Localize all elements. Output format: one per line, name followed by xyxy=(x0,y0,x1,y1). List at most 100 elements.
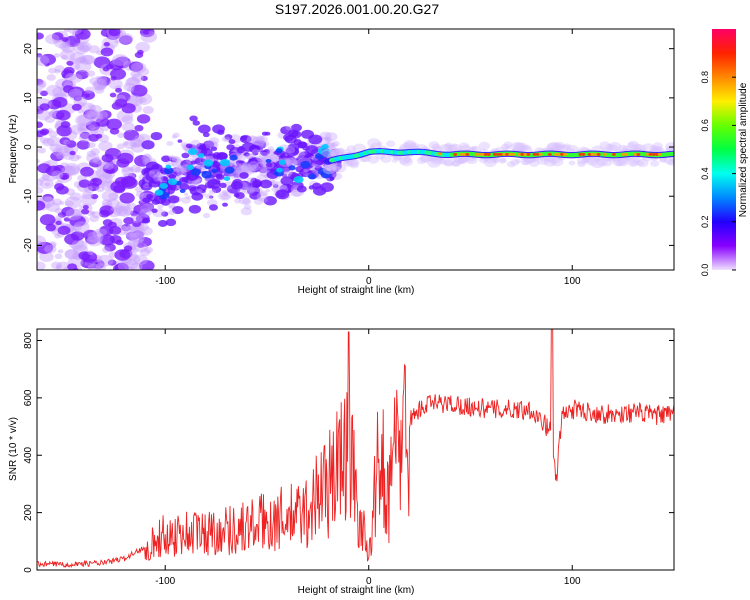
spectrogram-cell xyxy=(248,158,258,166)
spectrogram-cell xyxy=(547,141,562,152)
spectrogram-cell xyxy=(492,153,497,156)
spectrogram-cell xyxy=(87,263,101,270)
spectrogram-cell xyxy=(255,135,265,142)
spectrogram-cell xyxy=(335,147,345,154)
spectrogram-cell xyxy=(72,42,90,55)
spectrogram-cell xyxy=(260,197,268,203)
spectrogram-cell xyxy=(151,199,160,205)
spectrogram-cell xyxy=(117,152,134,165)
spectrogram-cell xyxy=(60,54,68,60)
spectrogram-cell xyxy=(483,153,488,156)
spectrogram-cell xyxy=(92,80,107,91)
spectrogram-cell xyxy=(346,158,358,167)
snr-panel: -100 0 100 0 200 400 600 800 Height of straight… xyxy=(8,328,675,596)
spectrogram-cell xyxy=(499,153,503,156)
spectrogram-cell xyxy=(577,160,586,168)
spectrogram-marks xyxy=(37,29,674,270)
spectrogram-cell xyxy=(168,209,176,215)
spectrogram-cell xyxy=(54,68,61,74)
spectrogram-cell xyxy=(99,110,112,119)
spectrogram-cell xyxy=(416,157,427,165)
spectrogram-cell xyxy=(223,176,231,181)
spectrogram-cell xyxy=(210,146,218,152)
spectrogram-cell xyxy=(222,181,235,190)
spectrogram-cell xyxy=(134,167,143,173)
spectrogram-cell xyxy=(199,144,207,150)
spectrogram-cell xyxy=(536,155,550,165)
spectrogram-cell xyxy=(207,179,221,189)
spectrogram-cell xyxy=(129,232,145,244)
spectrogram-cell xyxy=(636,158,649,168)
spectrogram-cell xyxy=(60,174,68,180)
spectrogram-cell xyxy=(553,141,565,150)
spectrogram-cell xyxy=(87,110,104,123)
spectrogram-cell xyxy=(79,124,88,131)
spectrogram-cell xyxy=(175,165,185,172)
spectrogram-cell xyxy=(71,103,82,111)
spectrogram-cell xyxy=(184,192,189,196)
spectrogram-cell xyxy=(129,138,143,148)
spectrogram-cell xyxy=(52,198,63,206)
spectrogram-cell xyxy=(58,200,65,205)
spectrogram-cell xyxy=(37,54,50,66)
spectrogram-cell xyxy=(61,206,75,217)
spectrogram-cell xyxy=(224,134,233,140)
spectrogram-cell xyxy=(65,165,80,176)
spectrogram-plot-area xyxy=(37,29,674,270)
spectrogram-cell xyxy=(113,184,126,194)
spectrogram-cell xyxy=(145,161,160,171)
spectrogram-cell xyxy=(37,78,44,86)
spectrogram-cell xyxy=(554,153,558,156)
spectrogram-cell xyxy=(263,196,277,206)
spectrogram-cell xyxy=(403,139,416,149)
spectrogram-cell xyxy=(636,153,641,156)
spectrogram-cell xyxy=(285,159,297,168)
spectrogram-cell xyxy=(172,132,180,138)
spectrogram-cell xyxy=(127,266,134,270)
spectrogram-cell xyxy=(98,161,110,170)
spectrogram-cell xyxy=(142,197,151,204)
spectrogram-cell xyxy=(161,176,168,181)
spectrogram-cell xyxy=(438,143,452,154)
spectrogram-cell xyxy=(68,153,80,162)
spectrogram-cell xyxy=(192,120,201,126)
spectrogram-cell xyxy=(232,166,243,174)
spectrogram-cell xyxy=(79,45,89,52)
spectrogram-cell xyxy=(40,53,56,66)
spectrogram-cell xyxy=(88,124,96,130)
spectrogram-cell xyxy=(471,145,478,151)
spectrogram-cell xyxy=(189,115,198,122)
spectrogram-cell xyxy=(81,58,89,64)
spectrogram-cell xyxy=(492,158,500,164)
snr-plot-area xyxy=(37,329,674,570)
spectrogram-cell xyxy=(503,141,513,148)
spectrogram-cell xyxy=(44,244,57,254)
spectrogram-cell xyxy=(668,157,674,162)
spectrogram-cell xyxy=(72,267,79,270)
spectrogram-cell xyxy=(499,157,507,163)
spectrogram-cell xyxy=(122,141,129,146)
snr-ytick-label: 400 xyxy=(23,446,34,463)
spectrogram-cell xyxy=(90,193,99,200)
spectrogram-cell xyxy=(283,133,295,142)
spectrogram-cell xyxy=(121,177,138,189)
spectrogram-cell xyxy=(104,163,114,170)
spectrogram-cell xyxy=(399,156,414,167)
spectrogram-cell xyxy=(73,95,82,102)
spectrogram-cell xyxy=(96,76,111,87)
spectrogram-cell xyxy=(177,139,183,143)
spectrogram-cell xyxy=(520,153,525,156)
spectrogram-cell xyxy=(110,206,118,212)
spectrogram-cell xyxy=(480,153,485,156)
spectrogram-cell xyxy=(86,153,100,163)
spectrogram-cell xyxy=(37,235,47,248)
spectrogram-cell xyxy=(624,153,629,156)
spectrogram-cell xyxy=(288,165,296,171)
spectrogram-cell xyxy=(602,159,613,167)
spectrogram-cell xyxy=(39,137,49,144)
spectrogram-cell xyxy=(220,193,230,200)
spectrogram-cell xyxy=(420,155,431,163)
spectrogram-cell xyxy=(543,157,557,167)
spectrogram-cell xyxy=(483,157,497,168)
spectrogram-cell xyxy=(332,166,341,172)
